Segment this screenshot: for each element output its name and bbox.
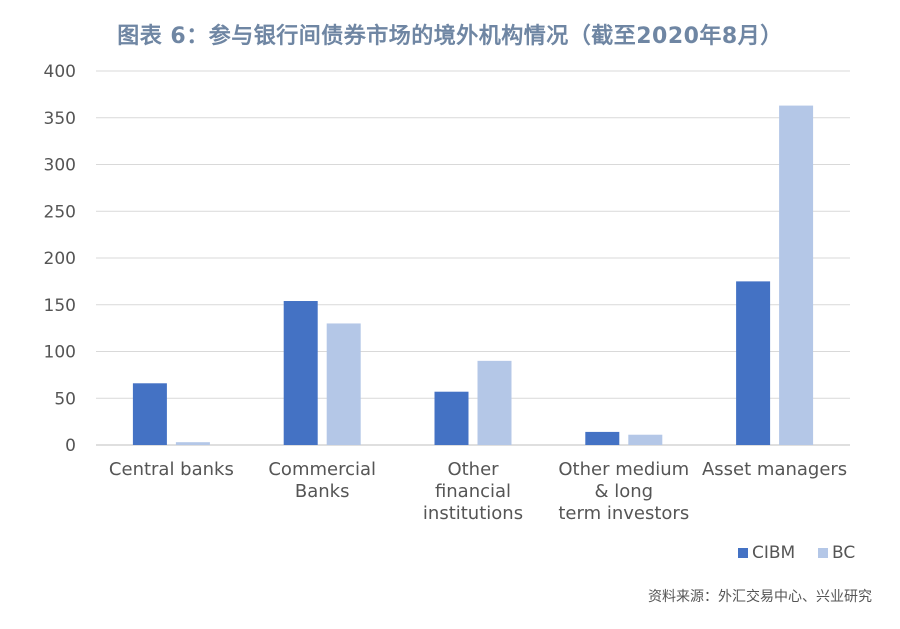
x-tick-label: institutions [423,503,523,524]
y-tick-label: 50 [54,389,76,409]
x-tick-label: & long [594,481,653,502]
bar-bc-2 [477,360,512,445]
legend-label-bc: BC [832,543,855,563]
bars [132,105,814,445]
chart-title: 图表 6：参与银行间债券市场的境外机构情况（截至2020年8月） [117,24,783,49]
bar-cibm-3 [585,431,620,445]
bar-cibm-2 [434,391,469,445]
y-tick-label: 350 [44,109,76,129]
y-tick-label: 250 [44,202,76,222]
x-tick-label: term investors [558,503,689,524]
x-tick-label: Commercial [268,459,376,480]
x-tick-label: Asset managers [702,459,847,480]
x-tick-label: Central banks [109,459,234,480]
bar-cibm-4 [736,281,771,445]
y-tick-label: 200 [44,249,76,269]
legend: CIBM BC [738,543,855,563]
bar-bc-1 [326,323,361,445]
legend-swatch-cibm [738,548,748,558]
y-tick-label: 150 [44,296,76,316]
x-tick-label: Other medium [558,459,689,480]
x-tick-label: financial [435,481,511,502]
grid-lines [96,70,850,446]
bar-cibm-0 [132,383,167,445]
y-tick-label: 400 [44,62,76,82]
y-tick-label: 0 [65,436,76,456]
legend-label-cibm: CIBM [752,543,795,563]
x-tick-label: Other [447,459,499,480]
bar-bc-3 [628,434,663,445]
source-note: 资料来源：外汇交易中心、兴业研究 [648,589,872,605]
bar-cibm-1 [283,301,318,445]
y-tick-label: 100 [44,343,76,363]
y-tick-label: 300 [44,156,76,176]
x-tick-label: Banks [295,481,350,502]
y-axis-ticks: 0 50 100 150 200 250 300 350 400 [44,62,76,456]
bar-bc-4 [779,105,814,445]
legend-swatch-bc [818,548,828,558]
bar-bc-0 [175,442,210,445]
